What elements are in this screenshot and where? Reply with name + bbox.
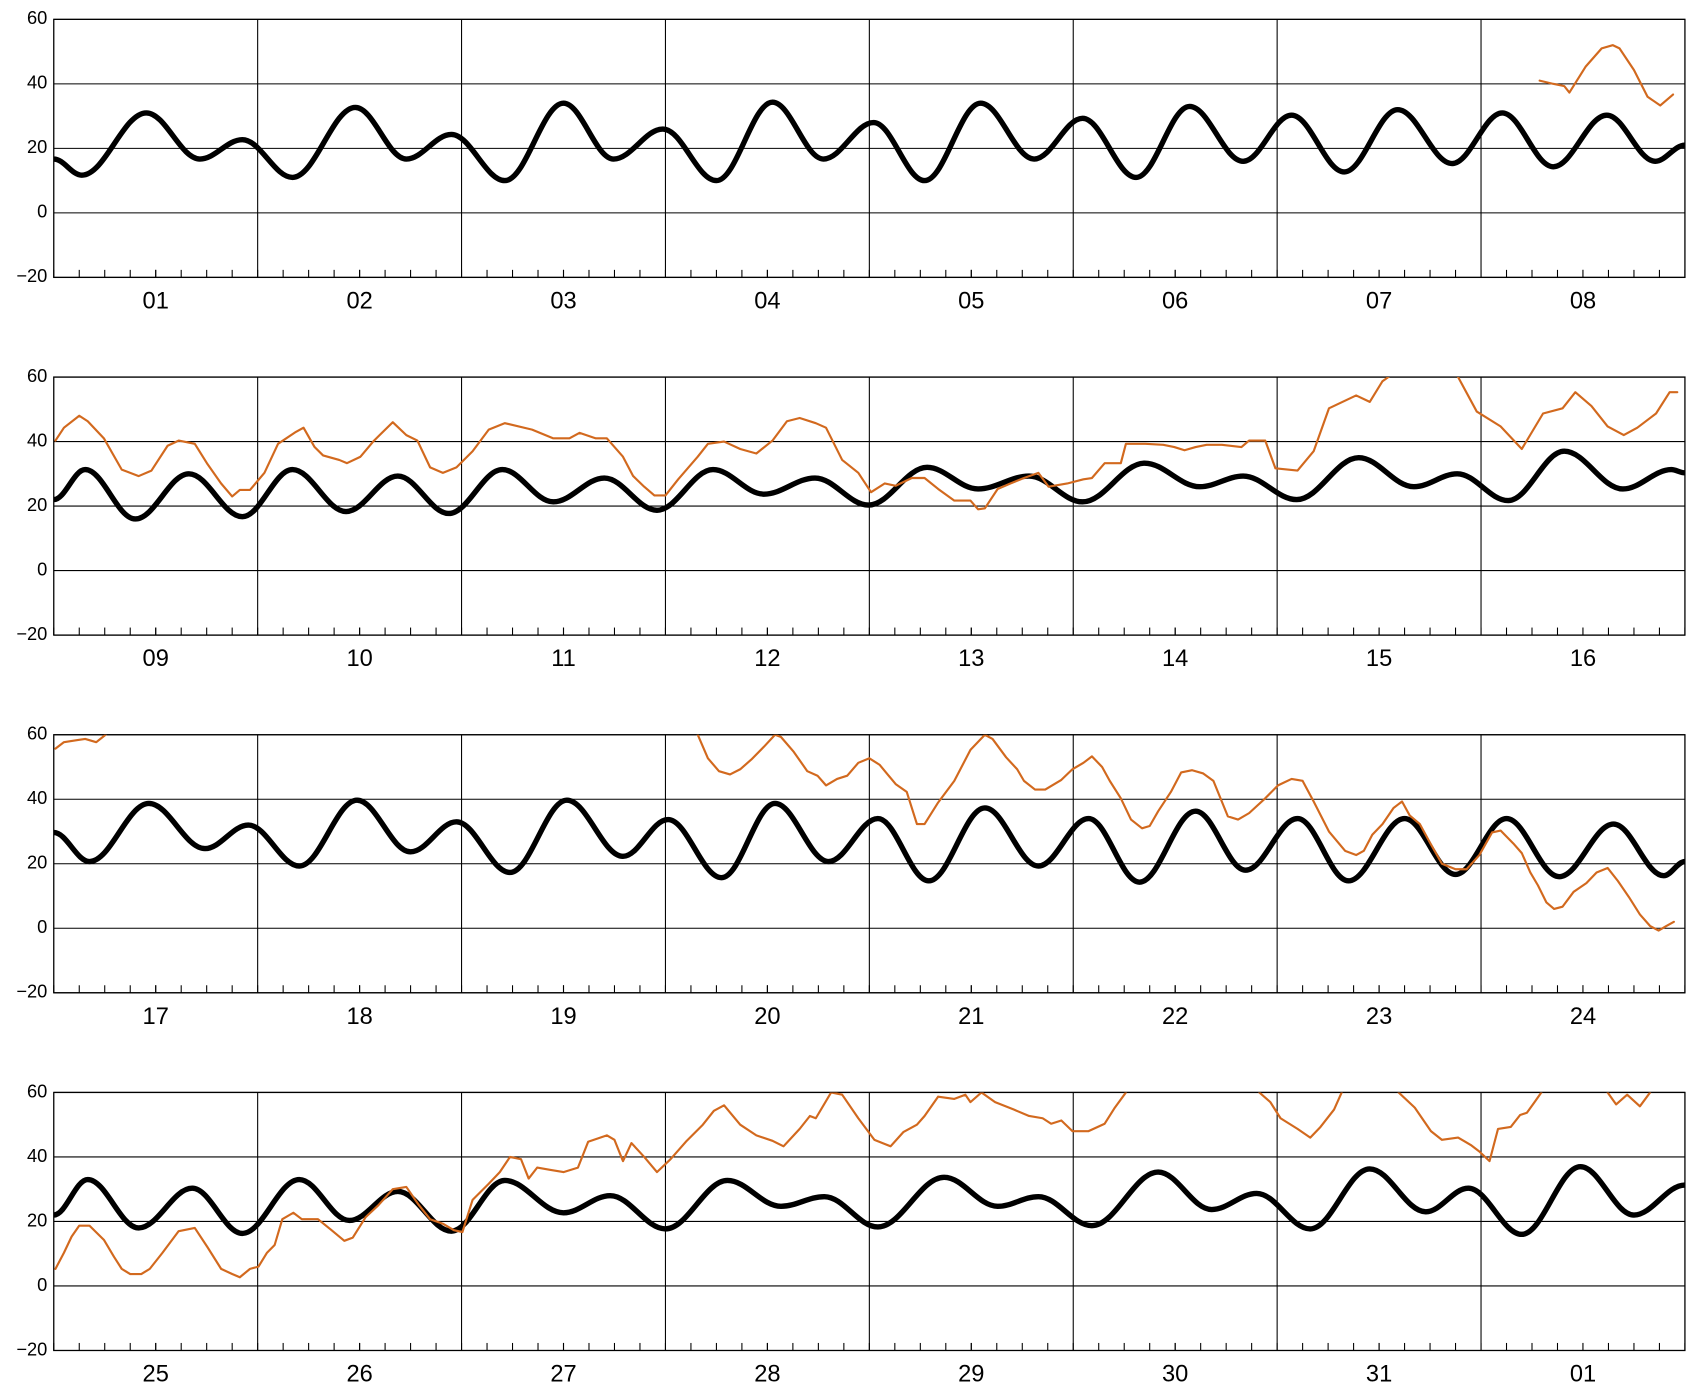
predicted-line xyxy=(53,797,1685,885)
x-tick-label: 11 xyxy=(551,646,576,672)
x-tick-label: 27 xyxy=(550,1361,576,1387)
y-tick-label: −20 xyxy=(16,265,47,286)
x-tick-label: 08 xyxy=(1570,288,1596,314)
panel: −20 0 20 40 60 01 02 03 04 05 06 07 08 xyxy=(16,7,1686,314)
plot-frame xyxy=(53,18,1686,279)
observed-line xyxy=(54,734,1675,932)
x-tick-label: 26 xyxy=(346,1361,372,1387)
x-tick-label: 05 xyxy=(958,288,984,314)
x-tick-label: 24 xyxy=(1570,1004,1596,1030)
y-tick-label: 20 xyxy=(27,494,47,515)
observed-line xyxy=(1538,44,1675,107)
x-tick-label: 23 xyxy=(1366,1004,1392,1030)
y-tick-label: 60 xyxy=(27,723,47,744)
y-tick-label: 40 xyxy=(27,1145,47,1166)
x-tick-label: 10 xyxy=(346,646,372,672)
x-tick-label: 20 xyxy=(754,1004,780,1030)
x-tick-label: 18 xyxy=(346,1004,372,1030)
x-tick-label: 02 xyxy=(346,288,372,314)
x-tick-label: 28 xyxy=(754,1361,780,1387)
y-tick-label: 60 xyxy=(27,365,47,386)
x-tick-label: 14 xyxy=(1162,646,1188,672)
panel: −20 0 20 40 60 17 18 19 20 21 22 23 24 xyxy=(16,723,1686,1030)
x-tick-label: 29 xyxy=(958,1361,984,1387)
x-tick-label: 12 xyxy=(754,646,780,672)
y-tick-label: 0 xyxy=(37,1274,47,1295)
observed-line xyxy=(54,377,1679,511)
predicted-line xyxy=(53,99,1685,184)
y-tick-label: 0 xyxy=(37,916,47,937)
y-tick-label: 20 xyxy=(27,136,47,157)
x-tick-label: 31 xyxy=(1366,1361,1392,1387)
y-tick-label: 0 xyxy=(37,558,47,579)
x-tick-label: 01 xyxy=(143,288,169,314)
x-tick-label: 01 xyxy=(1570,1361,1596,1387)
plot-frame xyxy=(53,1091,1686,1352)
observed-line xyxy=(54,1092,1652,1279)
y-tick-label: −20 xyxy=(16,1338,47,1359)
y-tick-label: 60 xyxy=(27,7,47,28)
predicted-line xyxy=(53,1163,1685,1238)
predicted-line xyxy=(53,448,1685,522)
y-tick-label: 20 xyxy=(27,1209,47,1230)
panel: −20 0 20 40 60 09 10 11 12 13 14 15 16 xyxy=(16,365,1686,672)
x-tick-label: 17 xyxy=(143,1004,169,1030)
x-tick-label: 09 xyxy=(143,646,169,672)
panel: −20 0 20 40 60 25 26 27 28 29 30 31 01 xyxy=(16,1080,1686,1387)
x-tick-label: 22 xyxy=(1162,1004,1188,1030)
y-tick-label: 40 xyxy=(27,72,47,93)
y-tick-label: −20 xyxy=(16,623,47,644)
y-tick-label: 0 xyxy=(37,201,47,222)
x-tick-label: 30 xyxy=(1162,1361,1188,1387)
y-tick-label: 60 xyxy=(27,1080,47,1101)
y-tick-label: 20 xyxy=(27,852,47,873)
y-tick-label: 40 xyxy=(27,787,47,808)
x-tick-label: 06 xyxy=(1162,288,1188,314)
x-tick-label: 07 xyxy=(1366,288,1392,314)
x-tick-label: 15 xyxy=(1366,646,1392,672)
x-tick-label: 04 xyxy=(754,288,780,314)
x-tick-label: 19 xyxy=(550,1004,576,1030)
y-tick-label: 40 xyxy=(27,429,47,450)
x-tick-label: 03 xyxy=(550,288,576,314)
x-tick-label: 16 xyxy=(1570,646,1596,672)
x-tick-label: 13 xyxy=(958,646,984,672)
plot-frame xyxy=(53,376,1686,636)
x-tick-label: 21 xyxy=(958,1004,984,1030)
x-tick-label: 25 xyxy=(143,1361,169,1387)
y-tick-label: −20 xyxy=(16,981,47,1002)
